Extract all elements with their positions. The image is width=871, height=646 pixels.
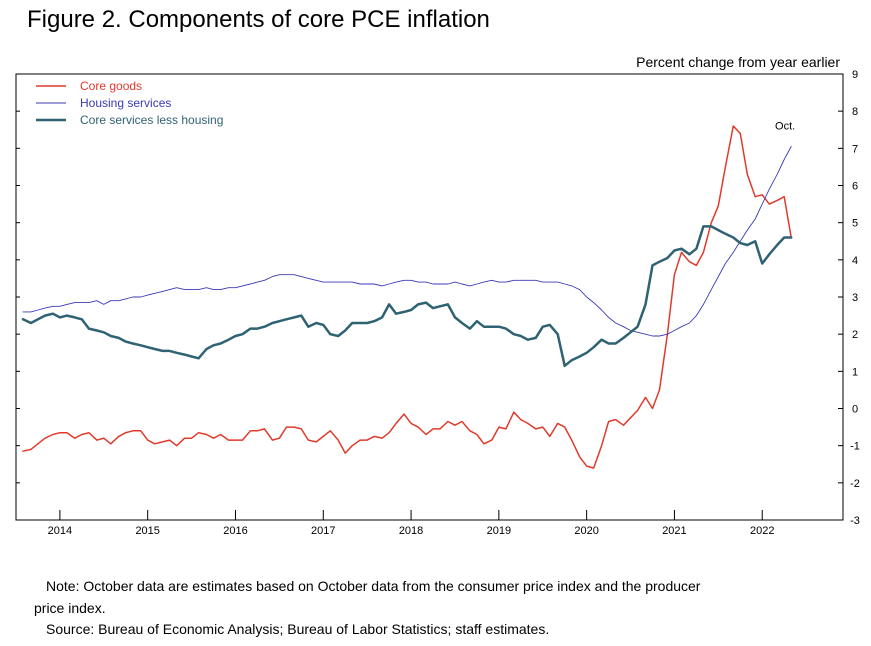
housing-services-line <box>22 146 792 337</box>
x-tick-label: 2022 <box>750 525 774 537</box>
y-tick-label: 4 <box>852 255 858 267</box>
legend-label: Core goods <box>80 79 142 93</box>
x-tick-label: 2020 <box>574 525 598 537</box>
y-tick-label: 9 <box>852 69 858 81</box>
y-tick-label: 7 <box>852 143 858 155</box>
x-tick-label: 2021 <box>662 525 686 537</box>
y-tick-label: 2 <box>852 329 858 341</box>
y-tick-label: 3 <box>852 292 858 304</box>
legend: Core goods Housing services Core services … <box>36 79 223 127</box>
series-lines <box>21 125 793 469</box>
y-axis-label: Percent change from year earlier <box>636 54 840 70</box>
core-goods-line <box>22 125 792 469</box>
x-tick-label: 2017 <box>311 525 335 537</box>
chart-source: Source: Bureau of Economic Analysis; Bur… <box>46 621 550 637</box>
y-tick-label: 1 <box>852 366 858 378</box>
x-tick-label: 2015 <box>135 525 159 537</box>
x-tick-label: 2018 <box>399 525 423 537</box>
y-tick-label: 8 <box>852 106 858 118</box>
chart-title: Figure 2. Components of core PCE inflati… <box>27 6 490 33</box>
y-tick-label: 0 <box>852 404 858 416</box>
y-tick-label: -1 <box>850 441 860 453</box>
note-line-1: Note: October data are estimates based o… <box>46 578 701 594</box>
y-tick-label: -2 <box>850 478 860 490</box>
legend-label: Housing services <box>80 96 171 110</box>
y-tick-label: -3 <box>850 515 860 527</box>
y-tick-label: 5 <box>852 218 858 230</box>
chart-note: Note: October data are estimates based o… <box>34 575 834 619</box>
x-tick-label: 2019 <box>487 525 511 537</box>
x-tick-label: 2016 <box>223 525 247 537</box>
y-axis-ticks: -3 -2 -1 0 1 2 3 4 5 6 7 8 9 <box>16 69 860 527</box>
x-tick-label: 2014 <box>48 525 72 537</box>
legend-label: Core services less housing <box>80 113 223 127</box>
x-axis-ticks: 2014 2015 2016 2017 2018 2019 2020 2021 2022 <box>48 510 774 537</box>
core-services-less-housing-line <box>21 225 793 368</box>
y-tick-label: 6 <box>852 181 858 193</box>
note-line-2: price index. <box>34 600 106 616</box>
annotation-oct: Oct. <box>775 120 795 132</box>
